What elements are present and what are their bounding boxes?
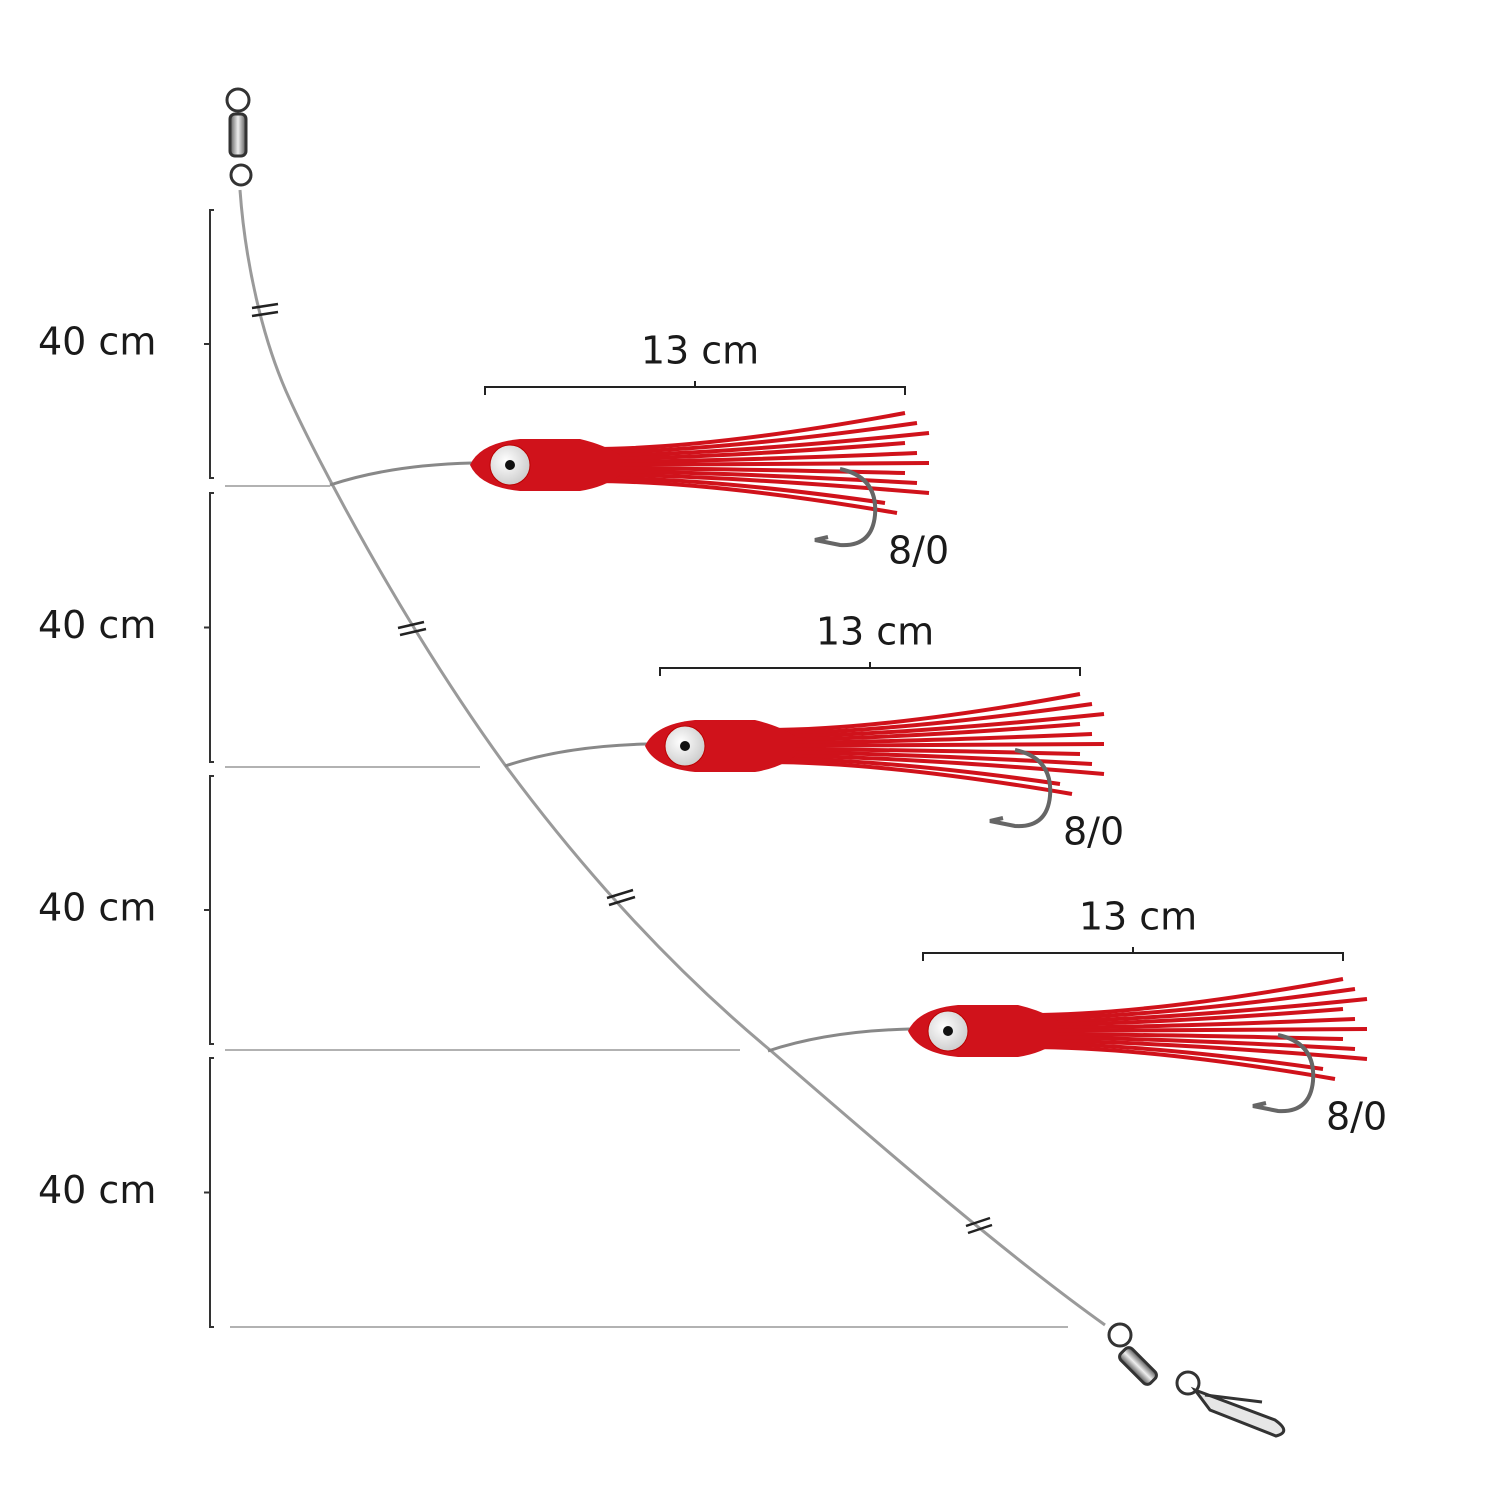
pupil	[680, 741, 690, 751]
tentacle	[589, 421, 918, 455]
leader	[767, 1027, 911, 1053]
hook	[814, 467, 878, 548]
tentacle	[764, 747, 1081, 756]
hook	[989, 748, 1053, 829]
tentacle	[589, 472, 930, 495]
tentacle	[764, 760, 1073, 796]
tentacle	[1027, 1041, 1324, 1071]
tentacle	[589, 461, 930, 467]
tentacle	[1027, 997, 1368, 1024]
tentacle	[764, 756, 1061, 786]
top-swivel	[225, 87, 253, 187]
pupil	[943, 1026, 953, 1036]
length-bracket	[484, 381, 906, 395]
segment-ruler: 40 cm 40 cm 40 cm 40 cm	[38, 209, 1068, 1328]
pupil	[505, 460, 515, 470]
tentacle	[1027, 1038, 1368, 1061]
segment-label: 40 cm	[38, 1168, 156, 1212]
tentacle	[764, 692, 1081, 732]
tentacle	[589, 479, 898, 515]
tentacle	[1027, 1045, 1336, 1081]
hook-size: 8/0	[1063, 810, 1124, 854]
hook-size: 8/0	[888, 529, 949, 573]
segment-label: 40 cm	[38, 603, 156, 647]
segment-label: 40 cm	[38, 886, 156, 930]
tentacle	[764, 702, 1093, 736]
lure: 13 cm 8/0	[504, 610, 1124, 854]
length-label: 13 cm	[641, 329, 759, 373]
tentacle	[589, 451, 918, 464]
tentacle	[764, 722, 1081, 742]
tentacle	[764, 742, 1105, 748]
bottom-snap	[1107, 1322, 1286, 1438]
lures: 13 cm 8/0 13 cm 8/0 13 cm 8/0	[329, 329, 1387, 1139]
tentacle	[1027, 1027, 1368, 1033]
tentacle	[589, 411, 906, 451]
tentacle	[589, 431, 930, 458]
hook-size: 8/0	[1326, 1095, 1387, 1139]
tentacle	[589, 441, 906, 461]
tentacle	[589, 475, 886, 505]
tentacle	[764, 753, 1105, 776]
segment-bracket	[204, 775, 214, 1045]
tentacle	[764, 712, 1105, 739]
length-label: 13 cm	[816, 610, 934, 654]
tentacle	[589, 466, 906, 475]
crimp-marks	[251, 302, 993, 1235]
segment-bracket	[204, 492, 214, 763]
main-line	[238, 189, 1106, 1327]
tentacle	[1027, 977, 1344, 1017]
length-bracket	[922, 947, 1344, 961]
segment-label: 40 cm	[38, 320, 156, 364]
length-bracket	[659, 662, 1081, 676]
tentacle	[1027, 987, 1356, 1021]
lure: 13 cm 8/0	[329, 329, 949, 573]
leader	[329, 461, 473, 487]
length-label: 13 cm	[1079, 895, 1197, 939]
tentacle	[1027, 1032, 1344, 1041]
tentacle	[764, 732, 1093, 745]
tentacle	[1027, 1007, 1344, 1027]
tentacle	[1027, 1017, 1356, 1030]
hook	[1252, 1033, 1316, 1114]
segment-bracket	[204, 209, 214, 479]
leader	[504, 742, 648, 768]
lure: 13 cm 8/0	[767, 895, 1387, 1139]
segment-bracket	[204, 1057, 214, 1328]
